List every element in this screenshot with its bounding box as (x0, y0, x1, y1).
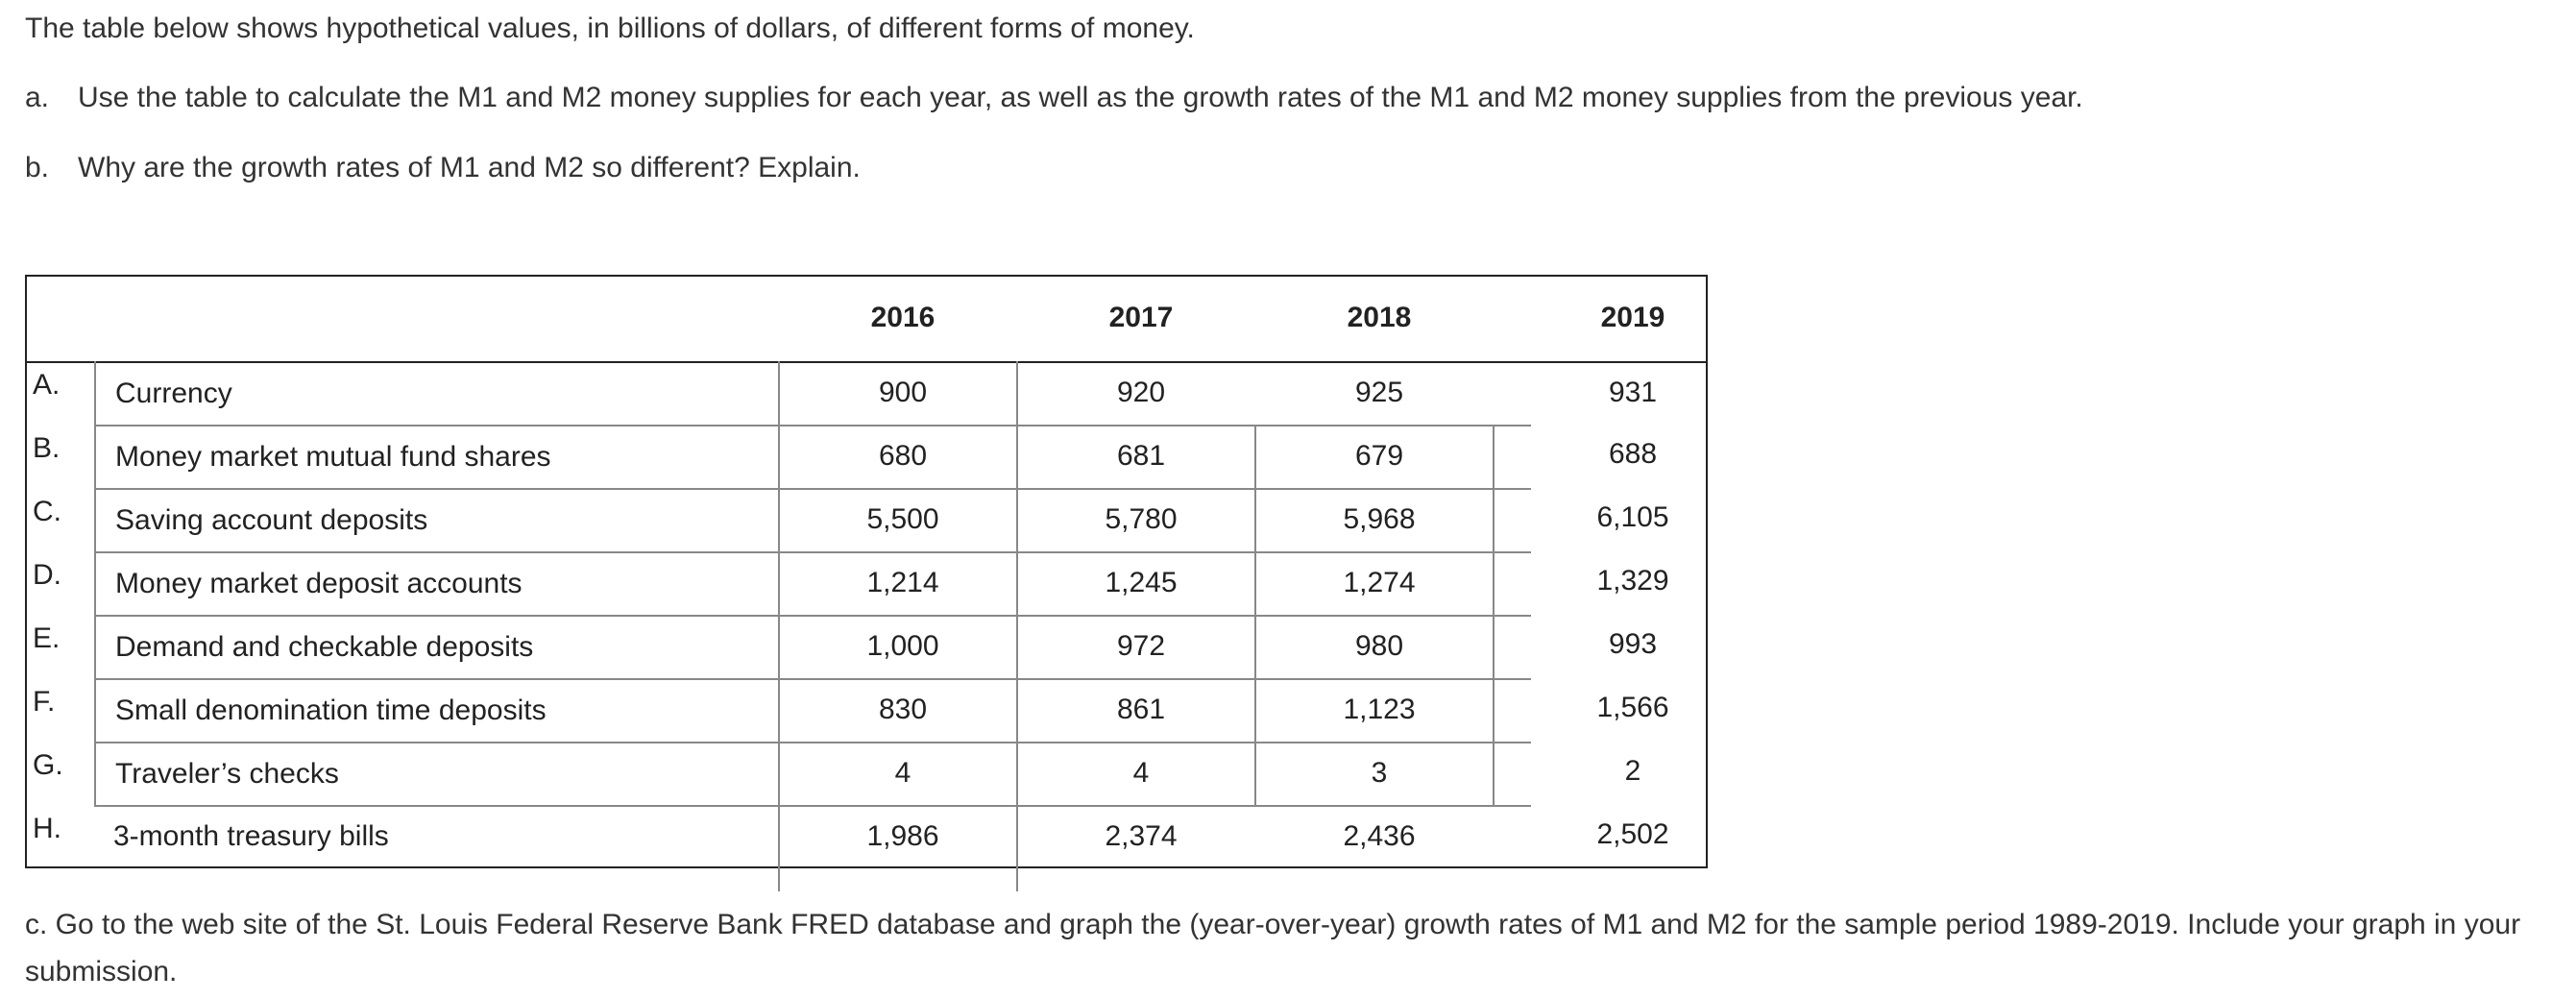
row-letter: H. (33, 813, 61, 844)
cell-value: 2 (1624, 755, 1641, 787)
row-divider (94, 805, 1531, 807)
col-divider (1016, 361, 1018, 891)
cell-value: 1,274 (1343, 567, 1416, 598)
question-a-text: Use the table to calculate the M1 and M2… (78, 82, 2083, 113)
cell-value: 680 (878, 440, 928, 472)
row-label: Money market mutual fund shares (115, 441, 551, 473)
row-label: Money market deposit accounts (115, 568, 522, 599)
intro-text: The table below shows hypothetical value… (25, 12, 1195, 44)
money-table: 2016 2017 2018 2019 A. Currency 900 920 … (25, 275, 1708, 891)
col-divider (1254, 425, 1256, 805)
row-label: Saving account deposits (115, 504, 428, 536)
cell-value: 900 (878, 377, 928, 408)
year-header: 2018 (1347, 302, 1412, 333)
header-divider (27, 361, 1708, 363)
year-header: 2016 (870, 302, 936, 333)
row-letter: G. (33, 749, 63, 781)
cell-value: 5,500 (866, 503, 939, 535)
row-divider (94, 425, 1531, 426)
row-divider (94, 488, 1531, 490)
year-header: 2019 (1600, 302, 1665, 333)
cell-value: 1,214 (866, 567, 939, 598)
row-label: Traveler’s checks (115, 758, 339, 790)
cell-value: 931 (1608, 377, 1658, 408)
cell-value: 1,329 (1596, 565, 1669, 597)
question-c: c. Go to the web site of the St. Louis F… (25, 909, 2521, 987)
question-b: b. Why are the growth rates of M1 and M2 … (25, 151, 861, 185)
cell-value: 2,436 (1343, 820, 1416, 852)
row-divider (94, 678, 1531, 680)
cell-value: 4 (894, 757, 911, 789)
row-letter: C. (33, 496, 61, 527)
cell-value: 861 (1116, 694, 1166, 725)
cell-value: 681 (1116, 440, 1166, 472)
row-label: Currency (115, 378, 232, 409)
col-divider (1493, 425, 1495, 805)
row-label: 3-month treasury bills (113, 820, 389, 852)
cell-value: 1,000 (866, 630, 939, 662)
cell-value: 980 (1354, 630, 1404, 662)
row-letter: D. (33, 559, 61, 591)
row-label: Demand and checkable deposits (115, 631, 534, 663)
cell-value: 972 (1116, 630, 1166, 662)
cell-value: 6,105 (1596, 501, 1669, 533)
cell-value: 2,502 (1596, 818, 1669, 850)
row-letter: B. (33, 432, 61, 464)
row-divider (94, 615, 1531, 617)
row-letter: E. (33, 622, 61, 654)
cell-value: 830 (878, 694, 928, 725)
cell-value: 4 (1132, 757, 1150, 789)
cell-value: 1,566 (1596, 692, 1669, 723)
cell-value: 1,986 (866, 820, 939, 852)
row-letter: A. (33, 369, 61, 401)
cell-value: 5,780 (1105, 503, 1178, 535)
row-divider (94, 551, 1531, 553)
cell-value: 925 (1354, 377, 1404, 408)
cell-value: 5,968 (1343, 503, 1416, 535)
col-divider (94, 361, 96, 805)
question-b-marker: b. (25, 152, 50, 183)
cell-value: 920 (1116, 377, 1166, 408)
row-letter: F. (33, 686, 56, 718)
question-b-text: Why are the growth rates of M1 and M2 so… (78, 152, 861, 183)
year-header: 2017 (1108, 302, 1174, 333)
row-label: Small denomination time deposits (115, 694, 547, 726)
cell-value: 3 (1371, 757, 1388, 789)
cell-value: 679 (1354, 440, 1404, 472)
cell-value: 993 (1608, 628, 1658, 660)
cell-value: 1,245 (1105, 567, 1178, 598)
question-a: a. Use the table to calculate the M1 and … (25, 81, 2083, 115)
row-divider (94, 742, 1531, 743)
cell-value: 688 (1608, 438, 1658, 470)
col-divider (778, 361, 780, 891)
cell-value: 1,123 (1343, 694, 1416, 725)
cell-value: 2,374 (1105, 820, 1178, 852)
question-a-marker: a. (25, 82, 50, 113)
